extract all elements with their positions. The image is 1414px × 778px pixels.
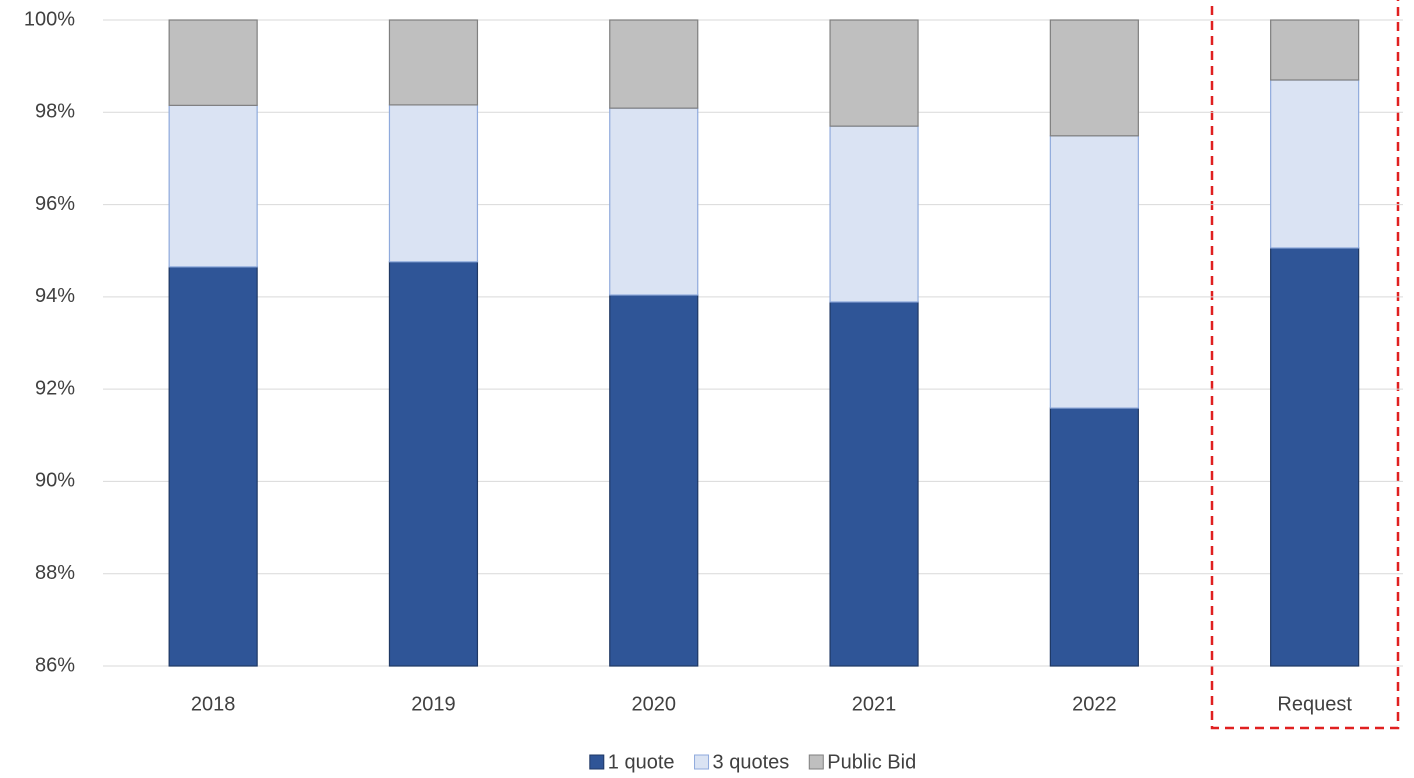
bar-segment [168, 19, 258, 106]
bar-segment [1270, 79, 1360, 249]
legend-swatch [589, 754, 605, 770]
y-tick-label: 90% [35, 470, 75, 492]
bar-segment [1049, 407, 1139, 667]
y-tick-label: 88% [35, 562, 75, 584]
bar-segment [1049, 135, 1139, 409]
x-tick-label: Request [1277, 693, 1352, 715]
legend: 1 quote 3 quotes Public Bid [589, 751, 916, 773]
bar-segment [609, 294, 699, 667]
y-tick-label: 96% [35, 193, 75, 215]
y-tick-label: 86% [35, 654, 75, 676]
bar-segment [1270, 247, 1360, 667]
x-tick-label: 2021 [852, 693, 897, 715]
bar-segment [1270, 19, 1360, 81]
x-tick-label: 2018 [191, 693, 236, 715]
legend-label: Public Bid [827, 751, 916, 773]
bar-segment [388, 261, 479, 667]
x-tick-label: 2020 [632, 693, 677, 715]
legend-swatch [694, 754, 710, 770]
x-tick-label: 2019 [411, 693, 456, 715]
bar-segment [609, 19, 699, 109]
bar-segment [829, 19, 919, 127]
bar-segment [1049, 19, 1139, 137]
y-tick-label: 100% [24, 8, 75, 30]
bar-segment [168, 266, 258, 667]
y-tick-label: 92% [35, 377, 75, 399]
bar-segment [388, 19, 479, 106]
bar-segment [609, 107, 699, 296]
bar-segment [168, 104, 258, 268]
bar-segment [829, 301, 919, 667]
x-tick-label: 2022 [1072, 693, 1117, 715]
legend-swatch [808, 754, 824, 770]
bar-segment [388, 104, 479, 263]
legend-label: 1 quote [608, 751, 675, 773]
legend-label: 3 quotes [713, 751, 790, 773]
highlight-box [1210, 0, 1400, 730]
y-tick-label: 98% [35, 101, 75, 123]
y-tick-label: 94% [35, 285, 75, 307]
bar-segment [829, 125, 919, 303]
